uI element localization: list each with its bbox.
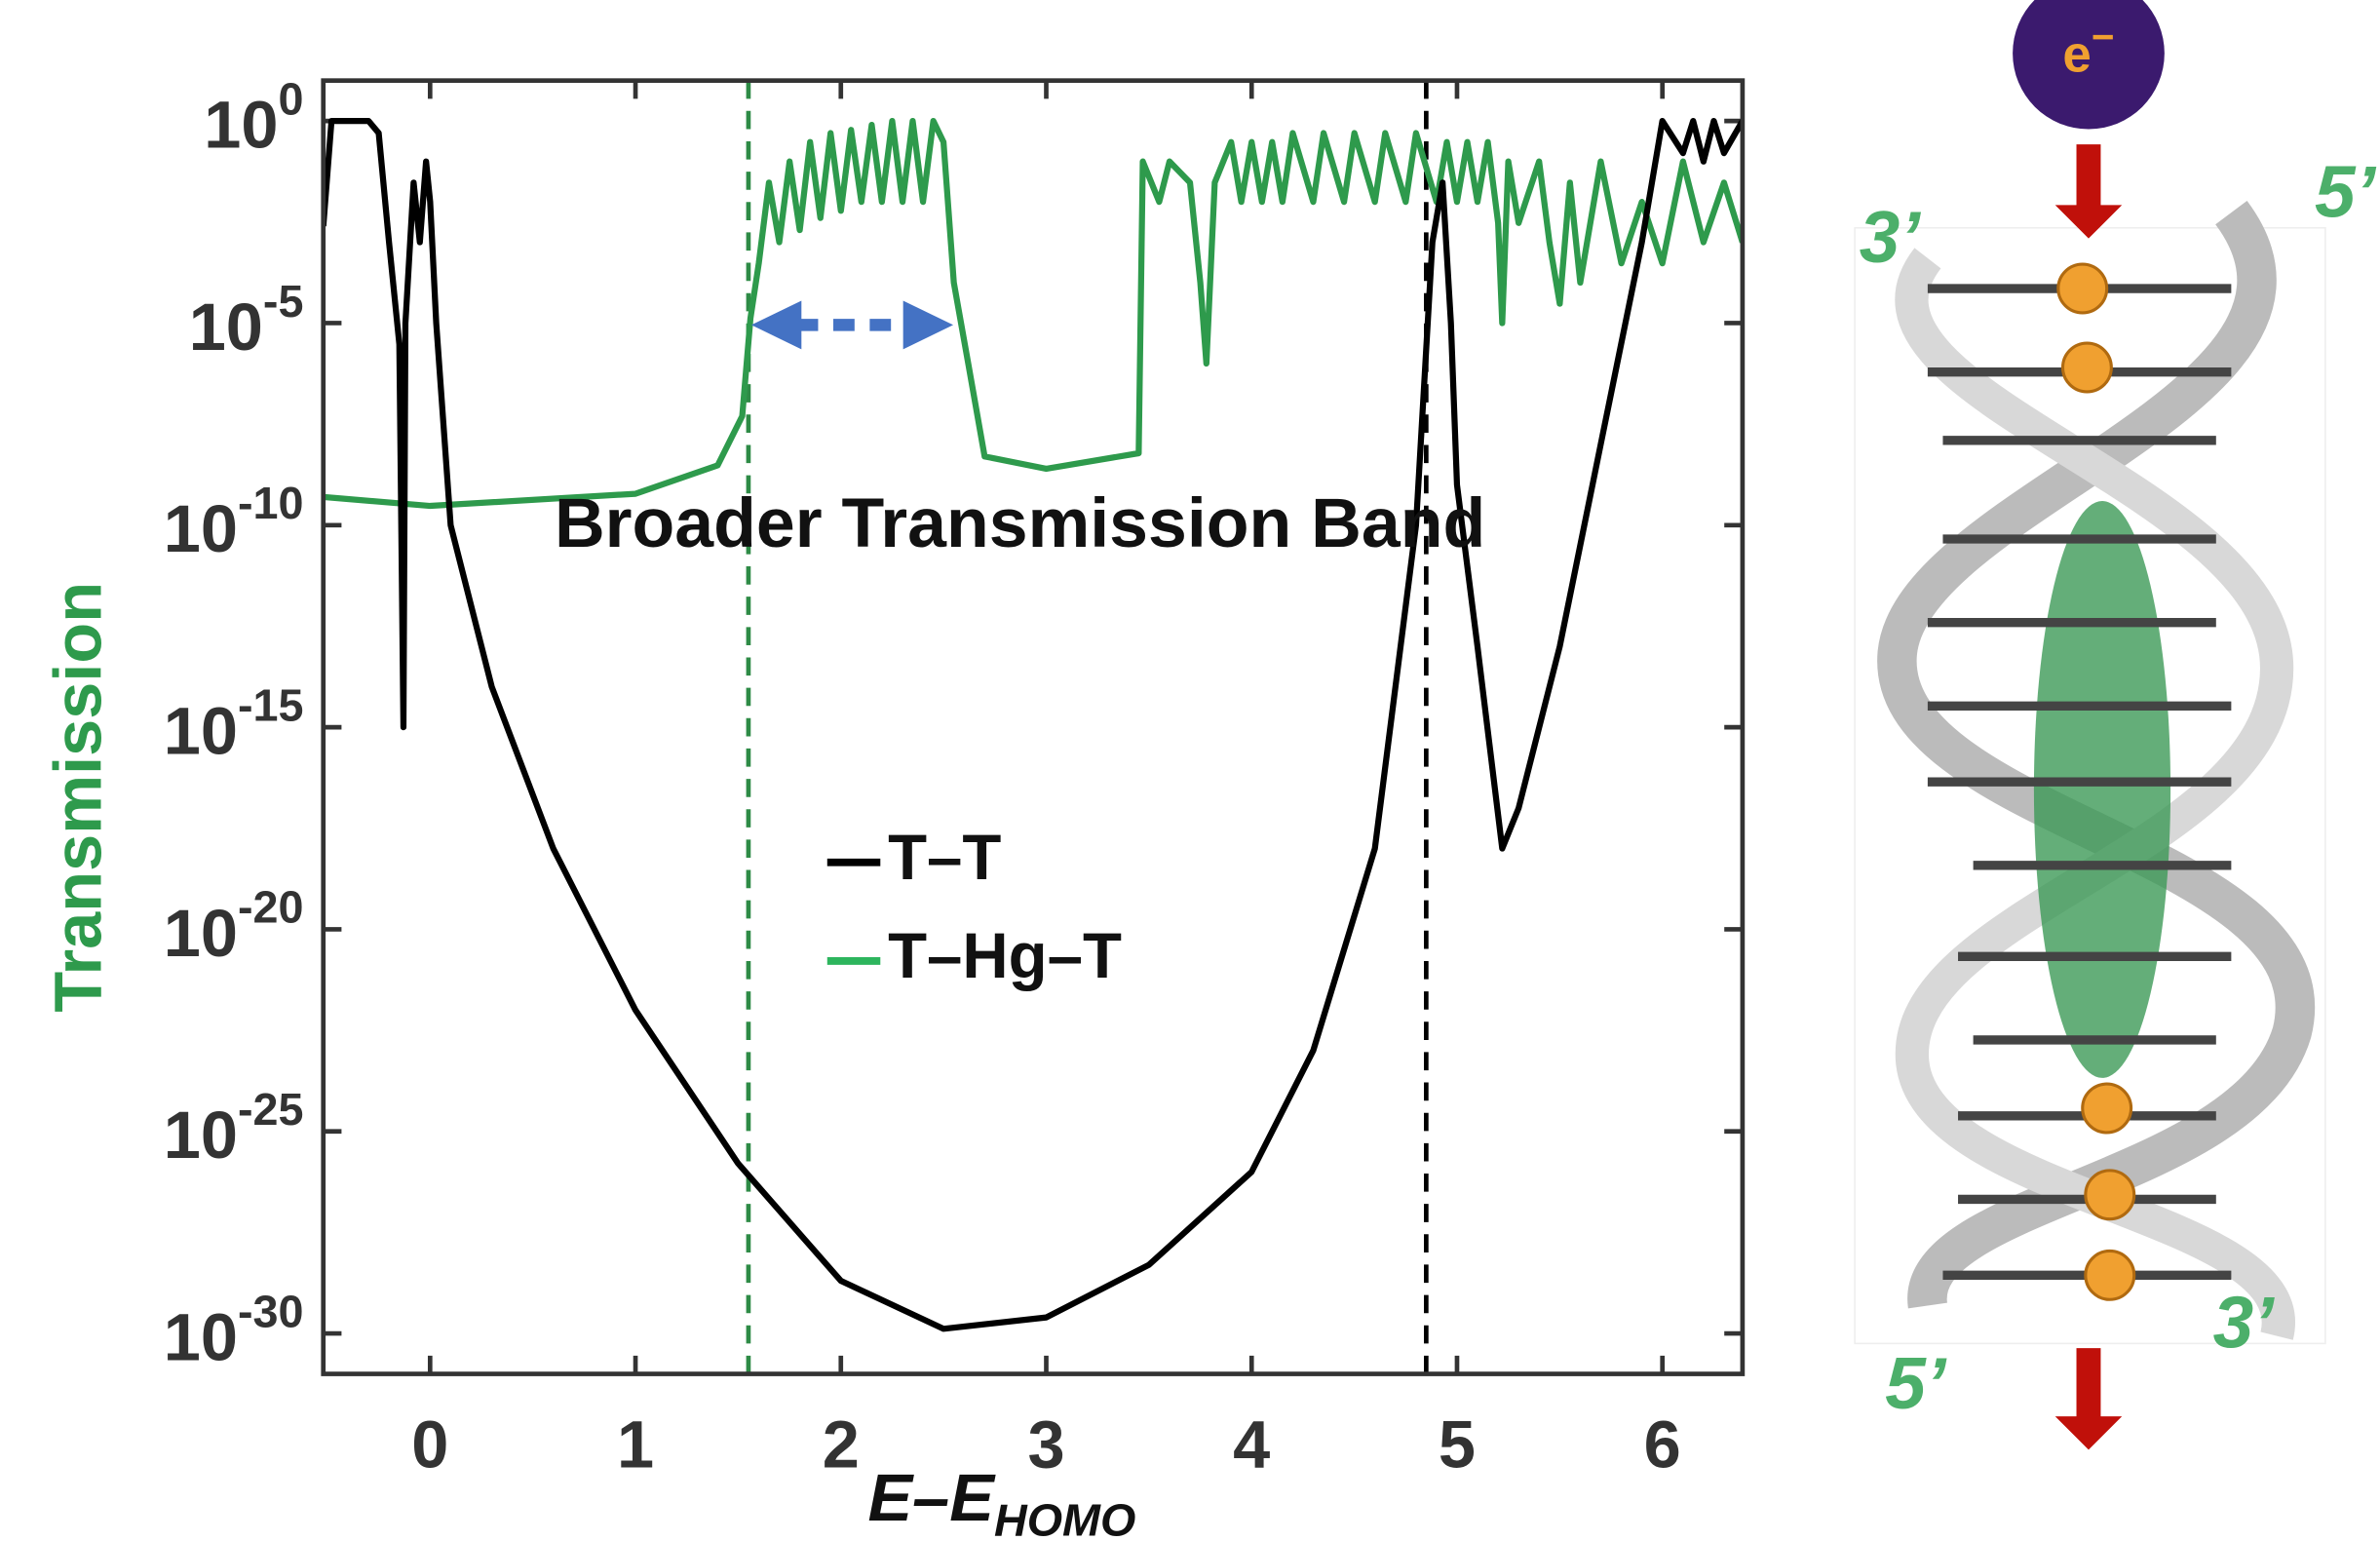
end-label: 5’ [2315, 150, 2377, 232]
electron-sign: − [2092, 14, 2115, 58]
y-tick-label: 10-5 [189, 276, 304, 365]
dna-figure: e− 3’ 5’ 5’ 3’ [1854, 0, 2377, 1450]
y-tick-base: 10 [164, 1300, 238, 1375]
y-tick-label: 100 [204, 74, 303, 163]
y-tick-label: 10-25 [164, 1084, 304, 1173]
orbital [2033, 501, 2171, 1078]
hg-atoms [2056, 262, 2136, 1301]
end-label: 5’ [1885, 1342, 1947, 1424]
series-line [323, 117, 1743, 1332]
y-tick-exponent: -25 [238, 1084, 304, 1135]
legend-label: T–Hg–T [888, 920, 1122, 991]
y-tick-base: 10 [164, 491, 238, 566]
y-tick-exponent: -15 [238, 680, 304, 731]
x-tick-label: 6 [1644, 1407, 1681, 1483]
y-tick-label: 10-20 [164, 882, 304, 971]
electron-icon [2013, 0, 2165, 130]
x-tick-label: 0 [411, 1407, 448, 1483]
annotation: Broader Transmission Band [555, 484, 1485, 562]
y-tick-label: 10-15 [164, 680, 304, 769]
y-tick-exponent: 0 [278, 74, 303, 125]
y-tick-base: 10 [164, 1098, 238, 1173]
y-tick-exponent: -30 [238, 1287, 304, 1337]
y-tick-exponent: -20 [238, 882, 304, 933]
y-tick-exponent: -5 [263, 276, 304, 327]
arrow-out [2054, 1348, 2123, 1450]
arrow-in [2054, 144, 2123, 239]
legend-label: T–T [888, 822, 1001, 893]
x-axis-label: E–EHOMO [867, 1460, 1135, 1541]
x-tick-label: 5 [1439, 1407, 1476, 1483]
electron-label: e− [2062, 14, 2114, 83]
y-tick-base: 10 [189, 289, 263, 365]
y-tick-exponent: -10 [238, 478, 304, 528]
y-tick-base: 10 [164, 694, 238, 769]
x-tick-label: 3 [1027, 1407, 1064, 1483]
plot-frame [321, 78, 1746, 1376]
x-tick-label: 2 [823, 1407, 860, 1483]
x-label-sub: HOMO [994, 1495, 1135, 1541]
series-line [323, 117, 1743, 510]
arrow-head [750, 300, 802, 350]
x-label-main: E–E [867, 1460, 996, 1535]
y-tick-label: 10-10 [164, 478, 304, 566]
y-tick-label: 10-30 [164, 1287, 304, 1375]
electron-symbol: e [2062, 25, 2091, 83]
end-label: 3’ [2213, 1282, 2276, 1364]
x-tick-label: 4 [1233, 1407, 1270, 1483]
x-tick-label: 1 [617, 1407, 654, 1483]
y-axis-label: Transmission [41, 582, 116, 1013]
end-label: 3’ [1860, 196, 1922, 278]
arrow-head [902, 300, 954, 350]
y-tick-base: 10 [164, 896, 238, 971]
y-tick-base: 10 [204, 88, 278, 163]
